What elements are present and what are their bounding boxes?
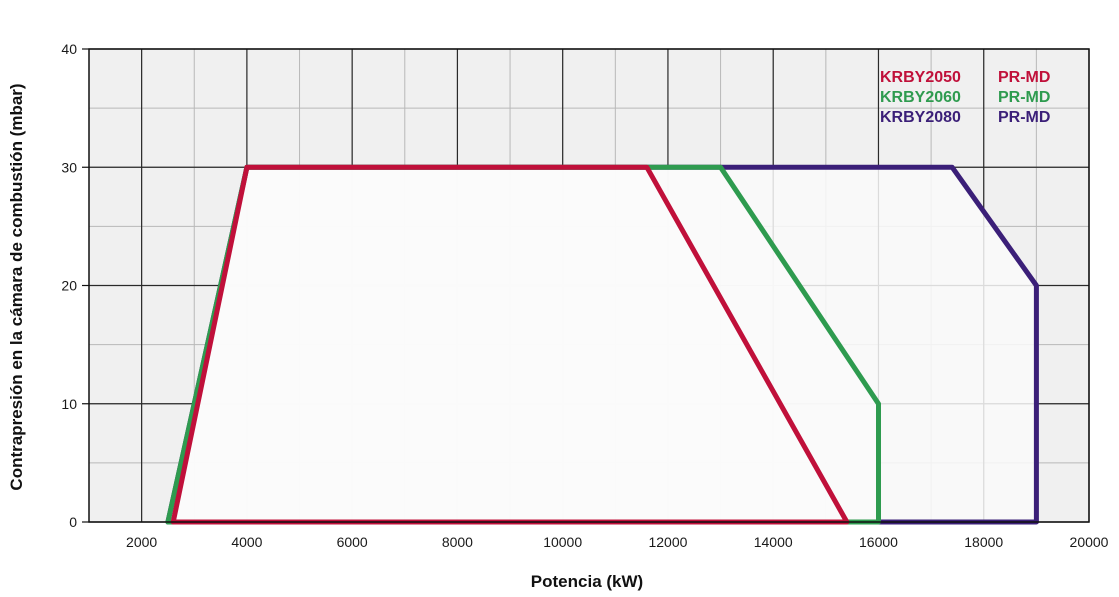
x-tick-label: 10000	[543, 534, 582, 550]
x-tick-label: 12000	[648, 534, 687, 550]
legend: KRBY2050 PR-MD KRBY2060 PR-MD KRBY2080 PR-MD	[880, 69, 1050, 126]
x-tick-label: 6000	[337, 534, 368, 550]
operating-area-fill	[167, 167, 1037, 523]
x-tick-label: 16000	[859, 534, 898, 550]
y-tick-label: 20	[61, 278, 77, 294]
y-axis-title: Contrapresión en la cámara de combustión…	[7, 83, 26, 490]
y-tick-label: 10	[61, 396, 77, 412]
legend-model-KRBY2080: KRBY2080	[880, 109, 961, 126]
legend-model-KRBY2050: KRBY2050	[880, 69, 961, 86]
y-tick-label: 40	[61, 41, 77, 57]
y-tick-label: 0	[69, 514, 77, 530]
series-area-KRBY2050	[173, 167, 847, 523]
legend-model-KRBY2060: KRBY2060	[880, 89, 961, 106]
legend-suffix-KRBY2080: PR-MD	[998, 109, 1050, 126]
x-tick-label: 18000	[964, 534, 1003, 550]
x-tick-label: 20000	[1070, 534, 1109, 550]
legend-suffix-KRBY2060: PR-MD	[998, 89, 1050, 106]
y-tick-labels: 0 10 20 30 40	[61, 41, 77, 530]
x-tick-label: 14000	[754, 534, 793, 550]
legend-suffix-KRBY2050: PR-MD	[998, 69, 1050, 86]
x-tick-label: 2000	[126, 534, 157, 550]
x-tick-label: 4000	[231, 534, 262, 550]
axes	[82, 48, 1090, 523]
y-tick-label: 30	[61, 159, 77, 175]
x-tick-labels: 2000 4000 6000 8000 10000 12000 14000 16000 1800…	[126, 534, 1109, 550]
x-tick-label: 8000	[442, 534, 473, 550]
x-axis-title: Potencia (kW)	[531, 572, 643, 591]
